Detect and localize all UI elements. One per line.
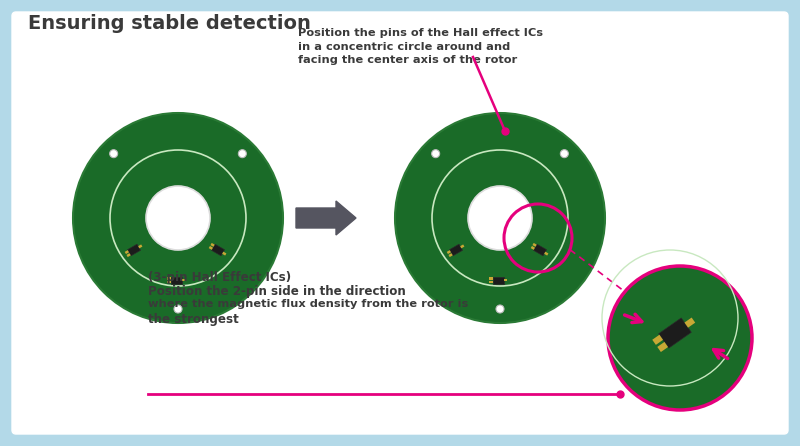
Polygon shape	[170, 277, 182, 284]
Polygon shape	[489, 277, 493, 280]
Polygon shape	[460, 244, 465, 248]
Polygon shape	[658, 318, 691, 348]
Polygon shape	[126, 253, 130, 257]
Text: where the magnetic flux density from the rotor is: where the magnetic flux density from the…	[148, 299, 468, 309]
Polygon shape	[446, 250, 451, 254]
Circle shape	[395, 113, 605, 323]
Polygon shape	[489, 281, 493, 283]
Polygon shape	[450, 244, 462, 256]
Text: the strongest: the strongest	[148, 313, 238, 326]
Circle shape	[238, 150, 246, 157]
Circle shape	[146, 186, 210, 250]
Circle shape	[468, 186, 532, 250]
Polygon shape	[534, 244, 546, 256]
Polygon shape	[685, 318, 695, 328]
Circle shape	[496, 305, 504, 313]
Polygon shape	[503, 279, 507, 281]
Polygon shape	[125, 250, 129, 254]
Polygon shape	[493, 277, 503, 284]
Polygon shape	[544, 252, 549, 256]
Polygon shape	[138, 244, 142, 248]
Circle shape	[73, 113, 283, 323]
Polygon shape	[533, 243, 537, 247]
Polygon shape	[209, 246, 213, 250]
Polygon shape	[449, 253, 453, 257]
Circle shape	[432, 150, 440, 157]
Polygon shape	[658, 342, 668, 352]
Polygon shape	[210, 243, 214, 247]
Text: Position the pins of the Hall effect ICs: Position the pins of the Hall effect ICs	[298, 28, 543, 38]
Polygon shape	[222, 252, 226, 256]
Text: facing the center axis of the rotor: facing the center axis of the rotor	[298, 55, 518, 65]
Text: Position the 2-pin side in the direction: Position the 2-pin side in the direction	[148, 285, 406, 298]
Circle shape	[174, 305, 182, 313]
Polygon shape	[127, 244, 141, 256]
Circle shape	[608, 266, 752, 410]
Polygon shape	[652, 335, 663, 345]
Polygon shape	[167, 277, 170, 280]
FancyBboxPatch shape	[12, 12, 788, 434]
Circle shape	[560, 150, 568, 157]
FancyArrow shape	[296, 201, 356, 235]
Polygon shape	[167, 281, 170, 283]
Circle shape	[110, 150, 118, 157]
Polygon shape	[211, 244, 225, 256]
Text: (3-pin Hall Effect ICs): (3-pin Hall Effect ICs)	[148, 271, 291, 284]
Polygon shape	[182, 279, 185, 281]
Text: in a concentric circle around and: in a concentric circle around and	[298, 41, 510, 51]
Polygon shape	[530, 246, 535, 250]
Text: Ensuring stable detection: Ensuring stable detection	[28, 14, 311, 33]
